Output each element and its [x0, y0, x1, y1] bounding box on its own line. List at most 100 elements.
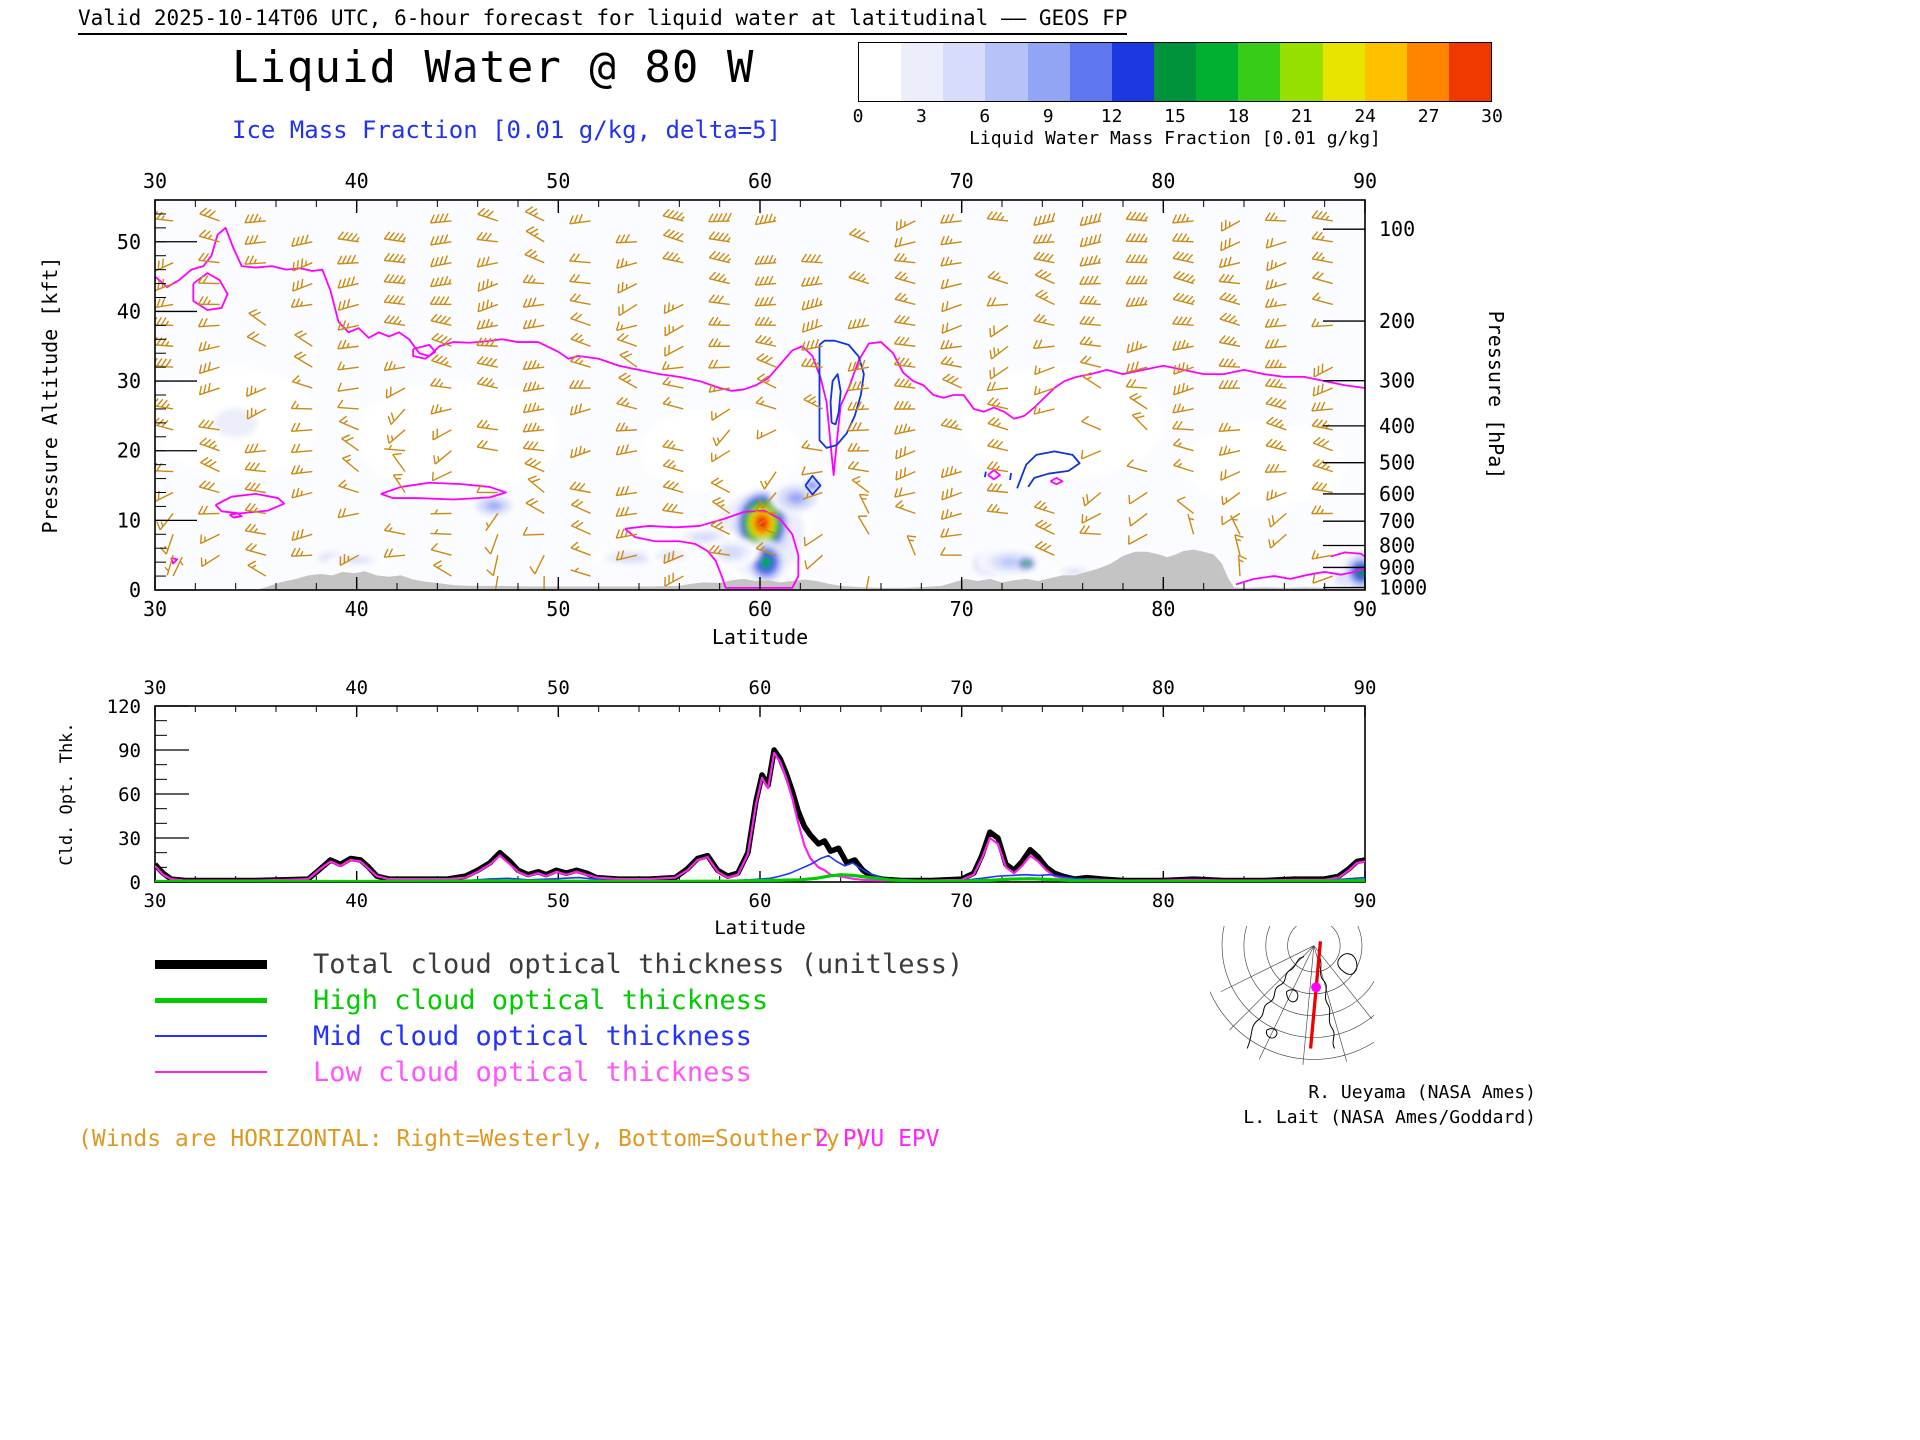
map-graticule	[1199, 831, 1428, 1065]
svg-text:80: 80	[1152, 890, 1175, 912]
map-location-dot	[1311, 982, 1321, 993]
svg-text:Latitude: Latitude	[712, 625, 808, 649]
svg-text:800: 800	[1379, 533, 1415, 557]
svg-text:90: 90	[1354, 677, 1377, 699]
svg-text:70: 70	[950, 169, 974, 193]
ice-mass-fraction-subtitle: Ice Mass Fraction [0.01 g/kg, delta=5]	[232, 116, 782, 144]
colorbar-segment	[1406, 43, 1449, 101]
colorbar-tick-label: 6	[979, 106, 991, 127]
page-title: Liquid Water @ 80 W	[232, 42, 755, 93]
colorbar-segment	[943, 43, 986, 101]
svg-text:0: 0	[130, 872, 141, 894]
svg-text:30: 30	[118, 828, 141, 850]
colorbar-tick-label: 27	[1417, 106, 1440, 127]
svg-text:10: 10	[117, 508, 141, 532]
credit-line-1: R. Ueyama (NASA Ames)	[1308, 1082, 1536, 1103]
colorbar-segment	[1448, 43, 1492, 101]
optical-thickness-series-total	[155, 747, 1365, 882]
high-line-swatch	[155, 997, 267, 1003]
colorbar-tick-label: 24	[1354, 106, 1377, 127]
svg-text:60: 60	[748, 597, 772, 621]
colorbar-tick-label: 12	[1100, 106, 1123, 127]
colorbar-tick-label: 9	[1042, 106, 1054, 127]
svg-text:30: 30	[143, 169, 167, 193]
legend-label-total: Total cloud optical thickness (unitless)	[313, 948, 964, 980]
svg-text:50: 50	[117, 230, 141, 254]
svg-text:80: 80	[1151, 169, 1175, 193]
legend-row-low: Low cloud optical thickness	[155, 1054, 963, 1090]
total-line-swatch	[155, 959, 267, 969]
colorbar-segment	[985, 43, 1028, 101]
svg-text:Pressure [hPa]: Pressure [hPa]	[1484, 311, 1508, 480]
colorbar-label: Liquid Water Mass Fraction [0.01 g/kg]	[969, 128, 1381, 149]
legend-row-total: Total cloud optical thickness (unitless)	[155, 946, 963, 982]
legend: Total cloud optical thickness (unitless)…	[155, 946, 963, 1090]
svg-text:50: 50	[547, 890, 570, 912]
svg-text:700: 700	[1379, 509, 1415, 533]
svg-text:20: 20	[117, 439, 141, 463]
colorbar-tick-label: 30	[1481, 106, 1503, 127]
svg-text:40: 40	[345, 677, 368, 699]
svg-text:80: 80	[1151, 597, 1175, 621]
colorbar-segment	[1111, 43, 1154, 101]
svg-text:200: 200	[1379, 309, 1415, 333]
map-coastlines	[1246, 953, 1358, 1049]
colorbar-segment	[1364, 43, 1407, 101]
legend-row-high: High cloud optical thickness	[155, 982, 963, 1018]
colorbar-ticks: 0 3 6 9 12 15 18 21 24 27 30	[853, 102, 1503, 127]
main-plot-axes	[154, 199, 1366, 591]
legend-label-low: Low cloud optical thickness	[313, 1056, 752, 1088]
terrain	[155, 549, 1365, 590]
svg-text:50: 50	[546, 169, 570, 193]
svg-text:90: 90	[1353, 169, 1377, 193]
svg-text:30: 30	[144, 890, 167, 912]
colorbar-segment	[1238, 43, 1281, 101]
mid-line-swatch	[155, 1035, 267, 1037]
colorbar-segment	[1069, 43, 1112, 101]
locator-map	[1199, 831, 1428, 1070]
colorbar-tick-label: 3	[915, 106, 927, 127]
svg-text:300: 300	[1379, 369, 1415, 393]
svg-text:30: 30	[143, 597, 167, 621]
winds-note: (Winds are HORIZONTAL: Right=Westerly, B…	[78, 1126, 868, 1152]
svg-text:900: 900	[1379, 555, 1415, 579]
svg-text:0: 0	[129, 578, 141, 602]
colorbar-tick-label: 15	[1164, 106, 1186, 127]
low-line-swatch	[155, 1071, 267, 1073]
svg-text:400: 400	[1379, 414, 1415, 438]
optical-thickness-series-high	[155, 873, 1365, 882]
svg-text:500: 500	[1379, 451, 1415, 475]
colorbar-segment	[1027, 43, 1070, 101]
svg-text:70: 70	[950, 677, 973, 699]
optical-thickness-series-mid	[155, 854, 1365, 882]
svg-text:Cld. Opt. Thk.: Cld. Opt. Thk.	[57, 722, 77, 865]
valid-time-header: Valid 2025-10-14T06 UTC, 6-hour forecast…	[78, 6, 1128, 35]
svg-text:90: 90	[118, 740, 141, 762]
colorbar-segment	[859, 43, 902, 101]
svg-text:600: 600	[1379, 482, 1415, 506]
svg-text:60: 60	[748, 169, 772, 193]
svg-text:40: 40	[117, 299, 141, 323]
svg-text:30: 30	[117, 369, 141, 393]
svg-text:80: 80	[1152, 677, 1175, 699]
svg-text:30: 30	[144, 677, 167, 699]
svg-text:70: 70	[950, 597, 974, 621]
svg-text:60: 60	[749, 677, 772, 699]
colorbar-segment	[901, 43, 944, 101]
svg-text:90: 90	[1353, 597, 1377, 621]
svg-text:50: 50	[546, 597, 570, 621]
svg-text:70: 70	[950, 890, 973, 912]
svg-text:50: 50	[547, 677, 570, 699]
svg-text:90: 90	[1354, 890, 1377, 912]
colorbar-segment	[1322, 43, 1365, 101]
svg-text:120: 120	[107, 696, 141, 718]
locator-map-svg	[1199, 831, 1428, 1065]
legend-label-high: High cloud optical thickness	[313, 984, 769, 1016]
credits: R. Ueyama (NASA Ames) L. Lait (NASA Ames…	[1100, 1080, 1536, 1130]
svg-text:Latitude: Latitude	[714, 917, 806, 939]
epv-2pvu-contours	[155, 226, 1365, 589]
colorbar-tick-label: 0	[852, 106, 864, 127]
svg-text:Pressure Altitude [kft]: Pressure Altitude [kft]	[38, 257, 62, 534]
colorbar-tick-label: 21	[1290, 106, 1313, 127]
